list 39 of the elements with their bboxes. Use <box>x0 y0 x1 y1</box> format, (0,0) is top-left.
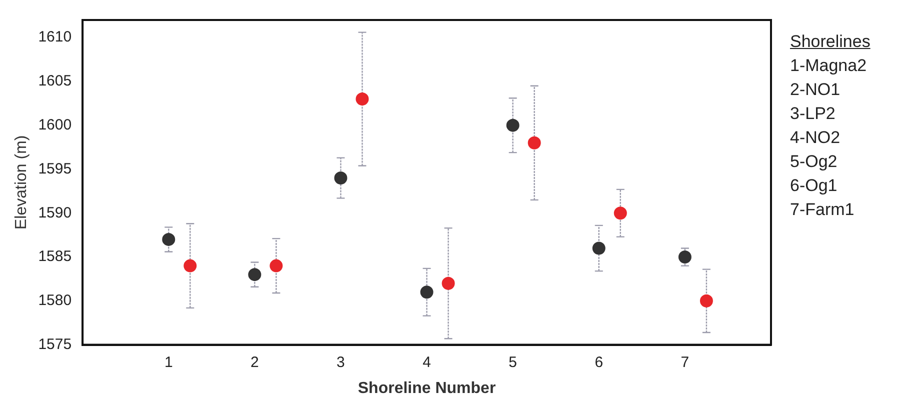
point <box>334 172 348 185</box>
y-tick-label: 1575 <box>38 336 72 353</box>
point <box>506 118 520 132</box>
y-tick-label: 1580 <box>38 292 72 310</box>
y-tick-label: 1595 <box>38 160 72 178</box>
x-tick-label: 1 <box>164 354 173 371</box>
text: 4-NO2 <box>790 127 842 149</box>
point <box>614 206 627 220</box>
text: 7-Farm1 <box>790 199 856 221</box>
x-tick-label: 4 <box>422 354 431 371</box>
text: Shorelines <box>790 31 870 53</box>
x-tick-label: 7 <box>680 354 690 371</box>
y-tick-label: 1590 <box>38 204 72 222</box>
x-tick-label: 5 <box>508 354 518 371</box>
x-tick-label: 3 <box>336 354 345 371</box>
y-tick-label: 1610 <box>38 28 72 46</box>
point <box>592 242 606 255</box>
text: 2-NO1 <box>790 79 842 101</box>
x-tick-label: 2 <box>250 354 259 371</box>
point <box>270 259 283 272</box>
text: 1-Magna2 <box>790 55 868 77</box>
text: 6-Og1 <box>790 175 838 197</box>
y-tick-label: 1605 <box>38 72 72 90</box>
point <box>700 294 713 308</box>
text: 5-Og2 <box>790 151 838 173</box>
point <box>248 268 262 282</box>
x-axis-title: Shoreline Number <box>358 380 496 397</box>
y-tick-label: 1600 <box>38 116 72 134</box>
y-tick-label: 1585 <box>38 248 72 266</box>
point <box>442 276 455 290</box>
point <box>528 136 541 150</box>
point <box>678 250 692 264</box>
point <box>184 259 197 272</box>
text: 3-LP2 <box>790 103 836 125</box>
x-tick-label: 6 <box>594 354 604 371</box>
point <box>162 232 176 246</box>
y-axis-title: Elevation (m) <box>13 135 30 230</box>
point <box>356 92 369 106</box>
point <box>420 286 434 299</box>
